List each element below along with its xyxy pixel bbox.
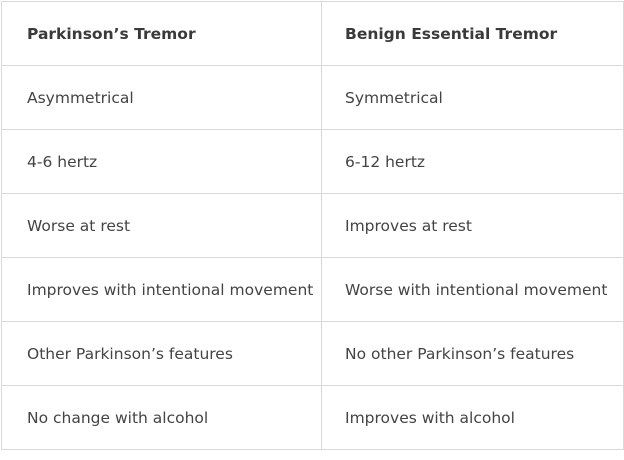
- cell-parkinsons: 4-6 hertz: [1, 129, 322, 194]
- tremor-comparison-table: Parkinson’s Tremor Benign Essential Trem…: [1, 1, 624, 450]
- table-row: Asymmetrical Symmetrical: [1, 65, 624, 130]
- cell-parkinsons: Other Parkinson’s features: [1, 321, 322, 386]
- table-row: 4-6 hertz 6-12 hertz: [1, 129, 624, 194]
- table-header-row: Parkinson’s Tremor Benign Essential Trem…: [1, 1, 624, 66]
- table-row: No change with alcohol Improves with alc…: [1, 385, 624, 450]
- table-row: Improves with intentional movement Worse…: [1, 257, 624, 322]
- table-row: Worse at rest Improves at rest: [1, 193, 624, 258]
- cell-parkinsons: Asymmetrical: [1, 65, 322, 130]
- cell-benign: Improves with alcohol: [321, 385, 624, 450]
- table-row: Other Parkinson’s features No other Park…: [1, 321, 624, 386]
- cell-benign: Symmetrical: [321, 65, 624, 130]
- cell-benign: Worse with intentional movement: [321, 257, 624, 322]
- cell-parkinsons: Improves with intentional movement: [1, 257, 322, 322]
- header-benign-essential-tremor: Benign Essential Tremor: [321, 1, 624, 66]
- cell-parkinsons: Worse at rest: [1, 193, 322, 258]
- cell-benign: Improves at rest: [321, 193, 624, 258]
- header-parkinsons-tremor: Parkinson’s Tremor: [1, 1, 322, 66]
- cell-benign: No other Parkinson’s features: [321, 321, 624, 386]
- cell-benign: 6-12 hertz: [321, 129, 624, 194]
- cell-parkinsons: No change with alcohol: [1, 385, 322, 450]
